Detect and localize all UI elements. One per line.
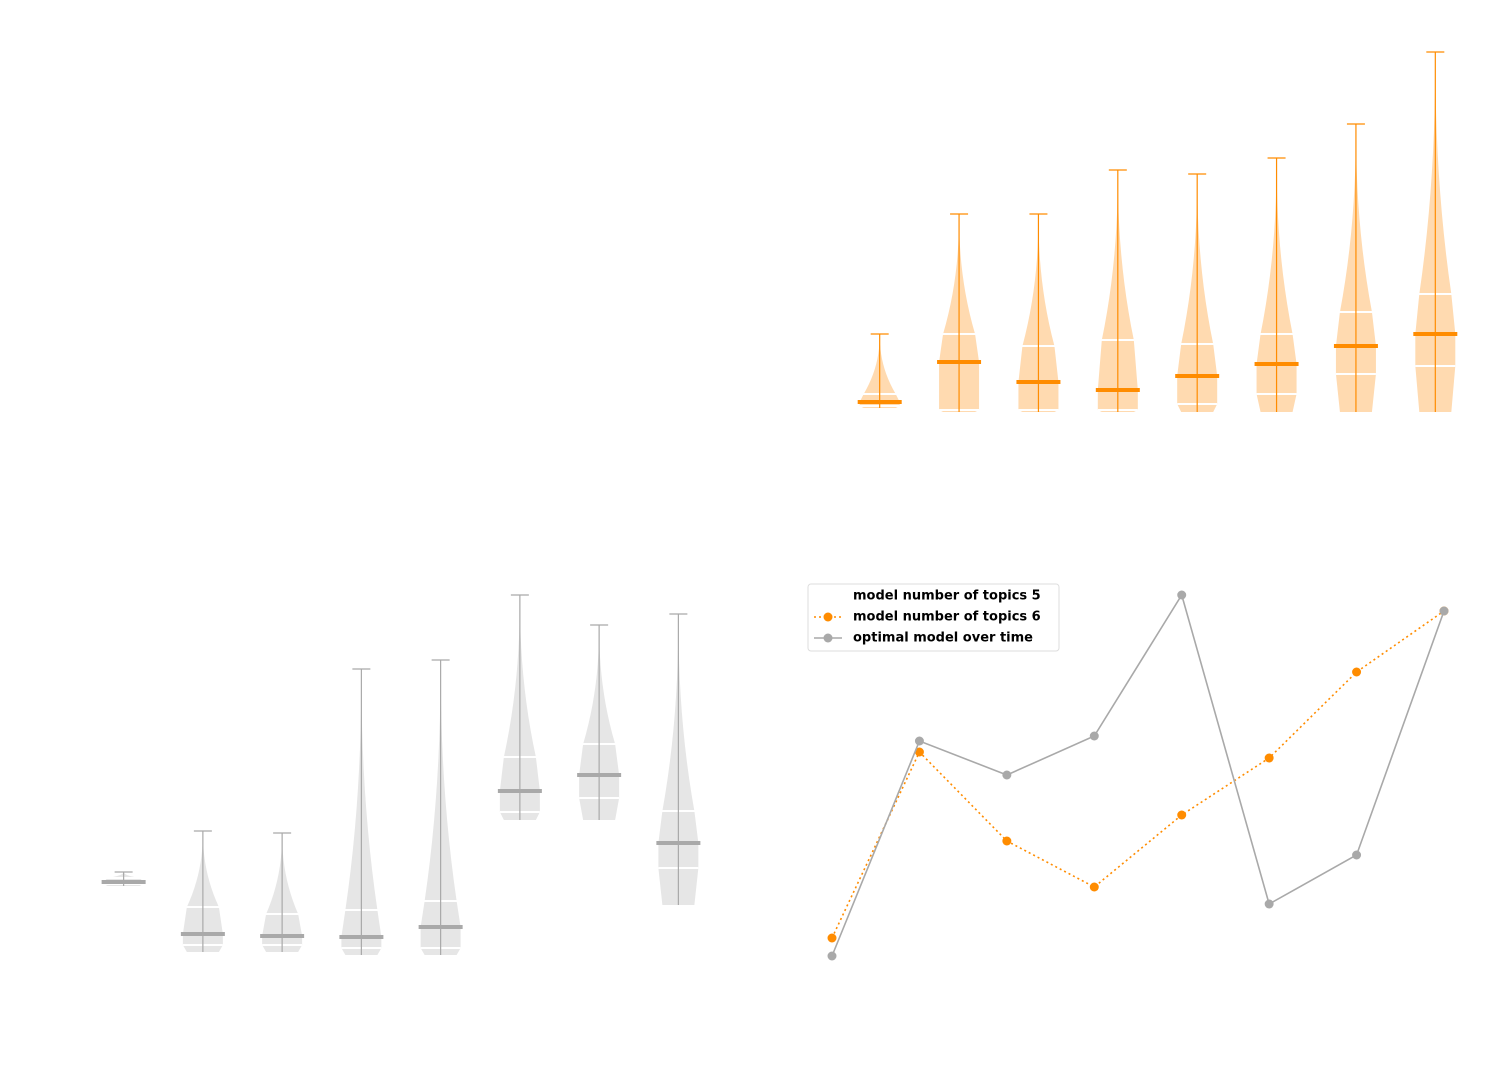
legend-label: model number of topics 5 <box>853 589 1041 604</box>
legend-marker <box>823 612 833 622</box>
legend-marker <box>823 633 833 643</box>
point <box>1002 770 1012 780</box>
point <box>914 747 924 757</box>
line <box>831 593 1445 957</box>
point <box>1439 606 1449 616</box>
point <box>1002 836 1012 846</box>
point <box>1352 850 1362 860</box>
point <box>827 933 837 943</box>
point <box>827 951 837 961</box>
point <box>1352 667 1362 677</box>
point <box>1177 810 1187 820</box>
point <box>914 736 924 746</box>
legend-label: optimal model over time <box>853 631 1033 646</box>
point <box>1089 882 1099 892</box>
legend-box <box>807 583 1060 652</box>
point <box>1089 731 1099 741</box>
legend-label: model number of topics 6 <box>853 610 1041 625</box>
point <box>1264 899 1274 909</box>
point <box>1177 590 1187 600</box>
point <box>1264 753 1274 763</box>
line <box>831 610 1445 939</box>
